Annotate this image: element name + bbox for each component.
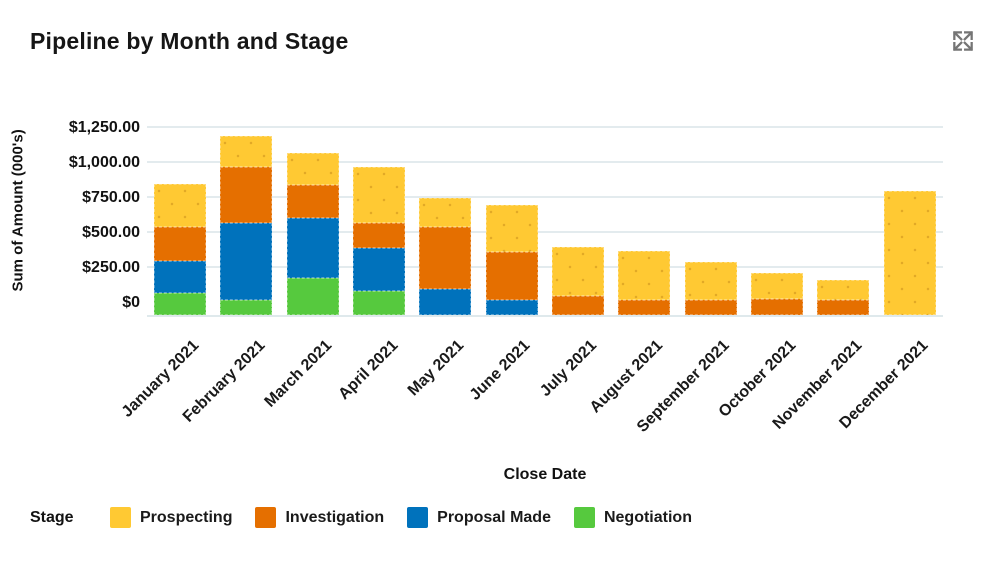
bar-july-2021[interactable]: [552, 247, 605, 315]
gridline: [147, 196, 943, 198]
x-tick-label: June 2021: [467, 337, 534, 404]
bar-segment-prospecting[interactable]: [684, 262, 737, 301]
x-tick-label: May 2021: [405, 337, 468, 400]
y-tick-label: $500.00: [82, 224, 140, 241]
bar-october-2021[interactable]: [751, 272, 804, 315]
bar-group-august-2021: [611, 110, 677, 315]
y-tick-label: $0: [122, 294, 140, 311]
y-tick-label: $750.00: [82, 189, 140, 206]
bar-group-october-2021: [744, 110, 810, 315]
bar-segment-investigation[interactable]: [353, 222, 406, 249]
bar-segment-proposal-made[interactable]: [154, 261, 207, 293]
bar-segment-investigation[interactable]: [286, 184, 339, 219]
bar-segment-prospecting[interactable]: [552, 247, 605, 296]
bar-group-july-2021: [545, 110, 611, 315]
legend-items: Prospecting Investigation Proposal Made Neg…: [110, 507, 715, 528]
legend-label: Negotiation: [603, 508, 692, 526]
bar-segment-prospecting[interactable]: [485, 205, 538, 252]
bar-group-september-2021: [678, 110, 744, 315]
bar-segment-investigation[interactable]: [751, 298, 804, 315]
bar-april-2021[interactable]: [353, 167, 406, 315]
bar-january-2021[interactable]: [154, 184, 207, 315]
x-tick-label: March 2021: [261, 337, 335, 411]
bar-segment-investigation[interactable]: [552, 296, 605, 315]
bar-segment-prospecting[interactable]: [419, 198, 472, 228]
bar-segment-investigation[interactable]: [419, 227, 472, 289]
bar-segment-investigation[interactable]: [485, 251, 538, 301]
y-axis-ticks: $0 $250.00 $500.00 $750.00 $1,000.00 $1,250.0…: [30, 110, 140, 315]
bar-segment-prospecting[interactable]: [154, 184, 207, 227]
x-axis-title: Close Date: [503, 466, 587, 483]
bar-segment-prospecting[interactable]: [286, 152, 339, 185]
chart-title: Pipeline by Month and Stage: [30, 28, 349, 54]
x-tick-label: July 2021: [537, 337, 601, 400]
bar-segment-proposal-made[interactable]: [220, 222, 273, 301]
bar-segment-investigation[interactable]: [220, 167, 273, 223]
bar-june-2021[interactable]: [485, 205, 538, 315]
bar-group-january-2021: [147, 110, 213, 315]
gridline: [147, 126, 943, 128]
bar-december-2021[interactable]: [883, 191, 936, 315]
bar-segment-prospecting[interactable]: [883, 191, 936, 315]
bar-group-june-2021: [479, 110, 545, 315]
legend-item-investigation[interactable]: Investigation: [255, 507, 384, 528]
bar-group-february-2021: [213, 110, 279, 315]
legend-item-negotiation[interactable]: Negotiation: [573, 507, 692, 528]
y-axis-title: Sum of Amount (000's): [9, 129, 27, 292]
bar-segment-prospecting[interactable]: [618, 251, 671, 300]
gridline: [147, 231, 943, 233]
y-tick-label: $1,250.00: [68, 119, 140, 136]
expand-icon: [953, 31, 973, 51]
bar-group-november-2021: [810, 110, 876, 315]
bar-segment-proposal-made[interactable]: [485, 300, 538, 315]
bar-group-april-2021: [346, 110, 412, 315]
bar-segment-proposal-made[interactable]: [286, 218, 339, 278]
legend-swatch-prospecting: [110, 507, 131, 528]
bar-group-march-2021: [280, 110, 346, 315]
bar-group-december-2021: [877, 110, 943, 315]
bars-container: [147, 110, 943, 315]
bar-segment-proposal-made[interactable]: [419, 289, 472, 315]
legend-label: Investigation: [285, 508, 385, 526]
legend-item-proposal-made[interactable]: Proposal Made: [407, 507, 551, 528]
bar-segment-prospecting[interactable]: [220, 136, 273, 168]
plot-area: [147, 110, 943, 317]
gridline: [147, 266, 943, 268]
bar-august-2021[interactable]: [618, 251, 671, 315]
bar-segment-prospecting[interactable]: [817, 279, 870, 300]
bar-segment-negotiation[interactable]: [154, 292, 207, 315]
bar-segment-prospecting[interactable]: [751, 272, 804, 299]
bar-segment-negotiation[interactable]: [353, 291, 406, 315]
expand-button[interactable]: [948, 26, 978, 56]
bar-segment-investigation[interactable]: [154, 226, 207, 261]
bar-segment-investigation[interactable]: [684, 300, 737, 315]
bar-segment-prospecting[interactable]: [353, 167, 406, 223]
bar-november-2021[interactable]: [817, 279, 870, 315]
legend-swatch-proposal-made: [407, 507, 429, 528]
bar-segment-negotiation[interactable]: [220, 300, 273, 315]
bar-may-2021[interactable]: [419, 198, 472, 315]
legend: Stage Prospecting Investigation Proposal M…: [30, 507, 715, 528]
legend-swatch-investigation: [255, 507, 277, 528]
bar-september-2021[interactable]: [684, 262, 737, 315]
bar-march-2021[interactable]: [286, 152, 339, 315]
legend-swatch-negotiation: [573, 507, 595, 528]
legend-label: Proposal Made: [437, 508, 551, 526]
legend-item-prospecting[interactable]: Prospecting: [110, 507, 232, 528]
y-tick-label: $1,000.00: [68, 154, 140, 171]
bar-segment-investigation[interactable]: [817, 299, 870, 315]
bar-february-2021[interactable]: [220, 136, 273, 315]
gridline: [147, 161, 943, 163]
bar-group-may-2021: [412, 110, 478, 315]
bar-segment-investigation[interactable]: [618, 299, 671, 315]
y-tick-label: $250.00: [82, 259, 140, 276]
bar-segment-negotiation[interactable]: [286, 277, 339, 315]
bar-segment-proposal-made[interactable]: [353, 248, 406, 292]
legend-title: Stage: [30, 508, 74, 526]
legend-label: Prospecting: [140, 508, 233, 526]
x-tick-label: April 2021: [335, 337, 402, 404]
